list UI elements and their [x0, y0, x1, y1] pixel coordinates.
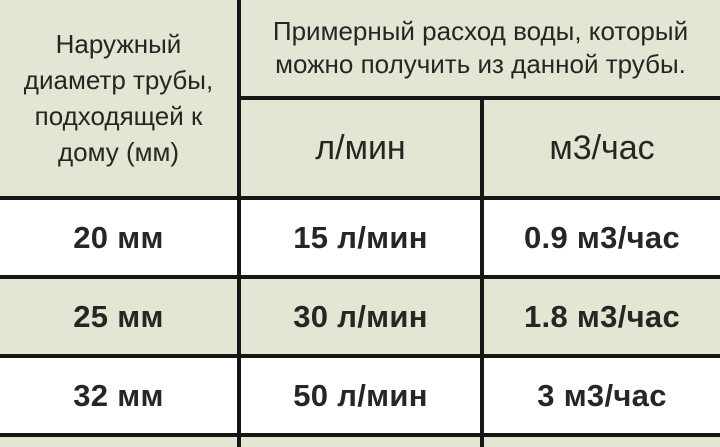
table-row: 32 мм 50 л/мин 3 м3/час [0, 354, 720, 437]
partial-cropped-row [0, 433, 720, 447]
unit-header-l-min: л/мин [237, 96, 484, 200]
partial-cell [0, 433, 241, 447]
unit-header-m3-h: м3/час [479, 96, 720, 200]
partial-cell [479, 433, 720, 447]
partial-cell [237, 433, 484, 447]
flow-l-min-value: 30 л/мин [237, 275, 484, 358]
flow-l-min-value: 50 л/мин [237, 354, 484, 437]
header-row-top: Наружный диаметр трубы, подходящей к дом… [0, 0, 720, 200]
flow-l-min-value: 15 л/мин [237, 196, 484, 279]
diameter-column-header-label: Наружный диаметр трубы, подходящей к дом… [23, 29, 214, 167]
diameter-value: 25 мм [0, 275, 241, 358]
flow-m3-h-value: 3 м3/час [479, 354, 720, 437]
flow-span-header-label: Примерный расход воды, который можно пол… [272, 16, 689, 79]
table-row: 20 мм 15 л/мин 0.9 м3/час [0, 196, 720, 279]
flow-span-header-cell: Примерный расход воды, который можно пол… [236, 0, 720, 100]
diameter-value: 32 мм [0, 354, 241, 437]
header-row-units: л/мин м3/час [0, 96, 720, 200]
flow-m3-h-value: 1.8 м3/час [479, 275, 720, 358]
diameter-value: 20 мм [0, 196, 241, 279]
table-row: 25 мм 30 л/мин 1.8 м3/час [0, 275, 720, 358]
flow-m3-h-value: 0.9 м3/час [479, 196, 720, 279]
diameter-column-header-cell: Наружный диаметр трубы, подходящей к дом… [0, 0, 241, 200]
